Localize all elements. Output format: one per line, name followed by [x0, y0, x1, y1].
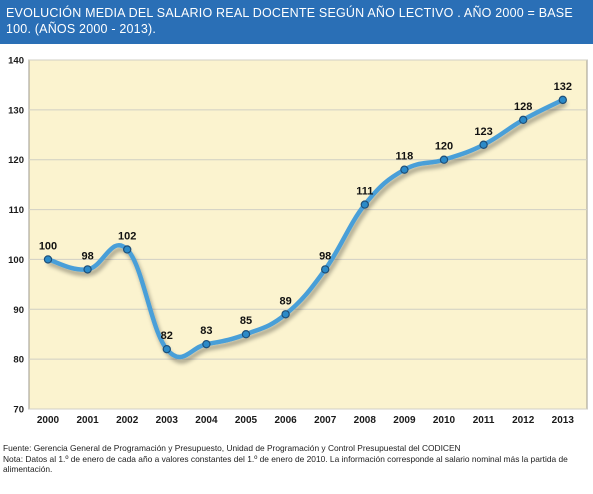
x-tick-label: 2010: [433, 415, 456, 426]
y-tick-label: 100: [8, 255, 24, 266]
data-label-2003: 82: [161, 330, 173, 342]
data-point-2009: [400, 165, 409, 174]
data-label-2004: 83: [200, 325, 212, 337]
axis-layer: 70 80 90 100 110 120 130 140 2000 2001 2002 2003 200…: [8, 56, 574, 427]
source-note: Fuente: Gerencia General de Programación…: [3, 443, 461, 453]
y-tick-label: 140: [8, 56, 24, 67]
x-tick-label: 2004: [195, 415, 218, 426]
data-note: Nota: Datos al 1.º de enero de cada año …: [3, 453, 568, 475]
y-tick-label: 110: [9, 205, 24, 216]
plot-area: [28, 59, 588, 410]
data-label-2007: 98: [319, 250, 331, 262]
data-point-2005: [241, 330, 251, 339]
data-label-2009: 118: [396, 151, 414, 163]
y-tick-label: 80: [13, 355, 24, 366]
x-tick-label: 2012: [512, 415, 535, 426]
data-point-2011: [479, 140, 488, 149]
data-label-layer: 100 98 102 82 83 85 89 98 111 118 120 123 128 132: [39, 81, 572, 342]
x-tick-label: 2008: [354, 415, 377, 426]
x-tick-label: 2007: [314, 415, 337, 426]
y-tick-label: 70: [13, 405, 24, 416]
data-point-2008: [360, 200, 369, 209]
grid-layer: [28, 59, 588, 410]
data-point-2012: [519, 115, 528, 125]
y-tick-label: 90: [13, 305, 24, 316]
data-label-2002: 102: [118, 230, 136, 242]
x-tick-label: 2000: [37, 415, 60, 426]
data-label-2010: 120: [435, 141, 453, 153]
x-tick-label: 2005: [235, 415, 258, 426]
x-tick-label: 2002: [116, 415, 139, 426]
x-tick-label: 2009: [393, 415, 416, 426]
x-tick-label: 2013: [552, 415, 575, 426]
data-point-2001: [83, 265, 92, 274]
data-point-2013: [558, 95, 568, 105]
data-point-2006: [281, 310, 290, 319]
data-point-2010: [439, 155, 449, 164]
data-point-2007: [321, 265, 330, 274]
x-tick-label: 2006: [274, 415, 297, 426]
data-label-2012: 128: [514, 101, 532, 113]
footnotes: Fuente: Gerencia General de Programación…: [3, 443, 590, 475]
data-label-2006: 89: [279, 295, 291, 307]
y-tick-label: 130: [8, 105, 24, 116]
chart-title: EVOLUCIÓN MEDIA DEL SALARIO REAL DOCENTE…: [0, 0, 593, 44]
data-point-2002: [122, 245, 132, 254]
data-point-2000: [43, 255, 53, 264]
series-layer: [43, 95, 568, 360]
data-label-2001: 98: [81, 250, 93, 262]
x-tick-label: 2003: [156, 415, 179, 426]
line-chart: 70 80 90 100 110 120 130 140 2000 2001 2002 2003 200…: [8, 56, 588, 427]
data-label-2005: 85: [240, 315, 252, 327]
data-point-2003: [162, 344, 171, 354]
data-label-2011: 123: [474, 126, 492, 138]
data-label-2008: 111: [356, 186, 373, 198]
x-tick-label: 2011: [473, 415, 495, 426]
y-tick-label: 120: [8, 155, 24, 166]
chart-frame: 70 80 90 100 110 120 130 140 2000 2001 2002 2003 200…: [0, 47, 593, 431]
data-point-2004: [202, 339, 211, 349]
data-label-2013: 132: [554, 81, 572, 93]
data-label-2000: 100: [39, 240, 57, 252]
x-tick-label: 2001: [76, 415, 99, 426]
